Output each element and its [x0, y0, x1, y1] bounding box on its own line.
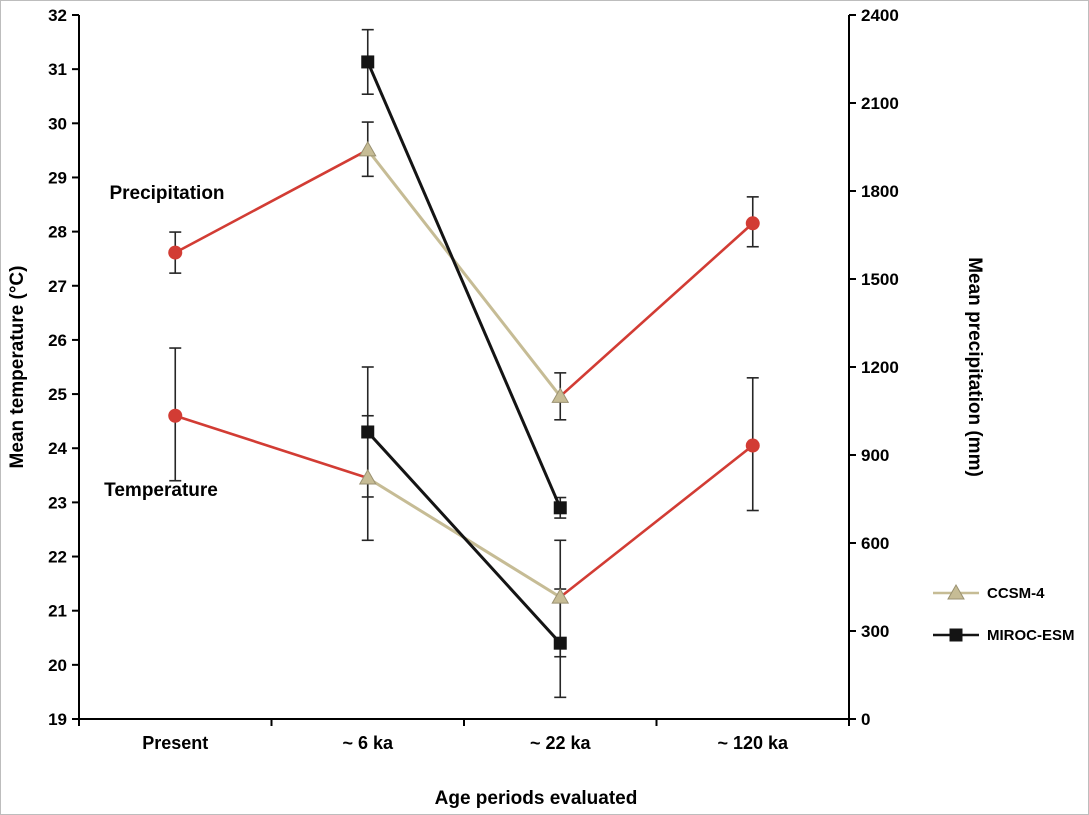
left-axis-tick-label: 19: [48, 710, 67, 729]
temperature-observed-line: [174, 414, 369, 480]
x-axis-title: Age periods evaluated: [435, 788, 638, 809]
temperature-ccsm4-marker: [551, 588, 570, 604]
right-axis-tick-label: 0: [861, 710, 870, 729]
left-axis-tick-label: 21: [48, 602, 67, 621]
left-axis-tick-label: 32: [48, 6, 67, 25]
x-axis-category-label: ~ 120 ka: [717, 733, 789, 753]
precipitation-miroc-esm-line: [366, 61, 562, 509]
legend-label: CCSM-4: [987, 585, 1045, 602]
x-axis-category-label: Present: [142, 733, 208, 753]
left-axis-tick-label: 25: [48, 385, 67, 404]
temperature-group-label: Temperature: [104, 480, 218, 501]
precipitation-group-label: Precipitation: [109, 183, 224, 204]
precipitation-observed-marker: [745, 216, 760, 231]
left-axis-tick-label: 22: [48, 548, 67, 567]
left-axis-tick-label: 20: [48, 656, 67, 675]
legend-item-miroc-esm: MIROC-ESM: [933, 627, 1075, 644]
left-axis-tick-label: 29: [48, 168, 67, 187]
left-axis-title: Mean temperature (°C): [7, 266, 28, 469]
right-axis-tick-label: 1200: [861, 358, 899, 377]
precipitation-miroc-esm-marker: [553, 501, 567, 515]
left-axis-tick-label: 31: [48, 60, 67, 79]
legend: CCSM-4 MIROC-ESM: [933, 583, 1075, 644]
right-axis-title: Mean precipitation (mm): [964, 257, 985, 477]
temperature-observed-line: [559, 444, 754, 599]
temperature-observed-marker: [745, 438, 760, 453]
precipitation-observed-line: [174, 148, 369, 254]
temperature-miroc-esm-marker: [361, 425, 375, 439]
x-axis-category-label: ~ 6 ka: [342, 733, 394, 753]
precipitation-ccsm4-line: [366, 149, 562, 398]
precipitation-observed-line: [559, 222, 754, 398]
axes-layer: 19 20 21 22 23 24 25 26 27 28 29 30 31 32 0 300 600 900 12…: [48, 6, 899, 753]
left-axis-tick-label: 23: [48, 493, 67, 512]
precipitation-ccsm4-marker: [551, 387, 570, 403]
temperature-miroc-esm-line: [366, 430, 562, 645]
temperature-ccsm4-marker: [358, 469, 377, 485]
legend-label: MIROC-ESM: [987, 627, 1075, 644]
right-axis-tick-label: 1500: [861, 270, 899, 289]
left-axis-tick-label: 30: [48, 114, 67, 133]
x-axis-category-label: ~ 22 ka: [530, 733, 592, 753]
left-axis-tick-label: 28: [48, 223, 67, 242]
precipitation-observed-marker: [168, 245, 183, 260]
right-axis-tick-label: 2400: [861, 6, 899, 25]
temperature-miroc-esm-marker: [553, 636, 567, 650]
right-axis-tick-label: 900: [861, 446, 889, 465]
legend-item-ccsm-4: CCSM-4: [933, 583, 1045, 602]
left-axis-tick-label: 24: [48, 439, 67, 458]
temperature-observed-marker: [168, 408, 183, 423]
right-axis-tick-label: 600: [861, 534, 889, 553]
left-axis-tick-label: 27: [48, 277, 67, 296]
right-axis-tick-label: 1800: [861, 182, 899, 201]
precipitation-ccsm4-marker: [358, 140, 377, 157]
precipitation-miroc-esm-marker: [361, 55, 375, 69]
series-layer: [168, 28, 760, 699]
left-axis-tick-label: 26: [48, 331, 67, 350]
right-axis-tick-label: 2100: [861, 94, 899, 113]
right-axis-tick-label: 300: [861, 622, 889, 641]
